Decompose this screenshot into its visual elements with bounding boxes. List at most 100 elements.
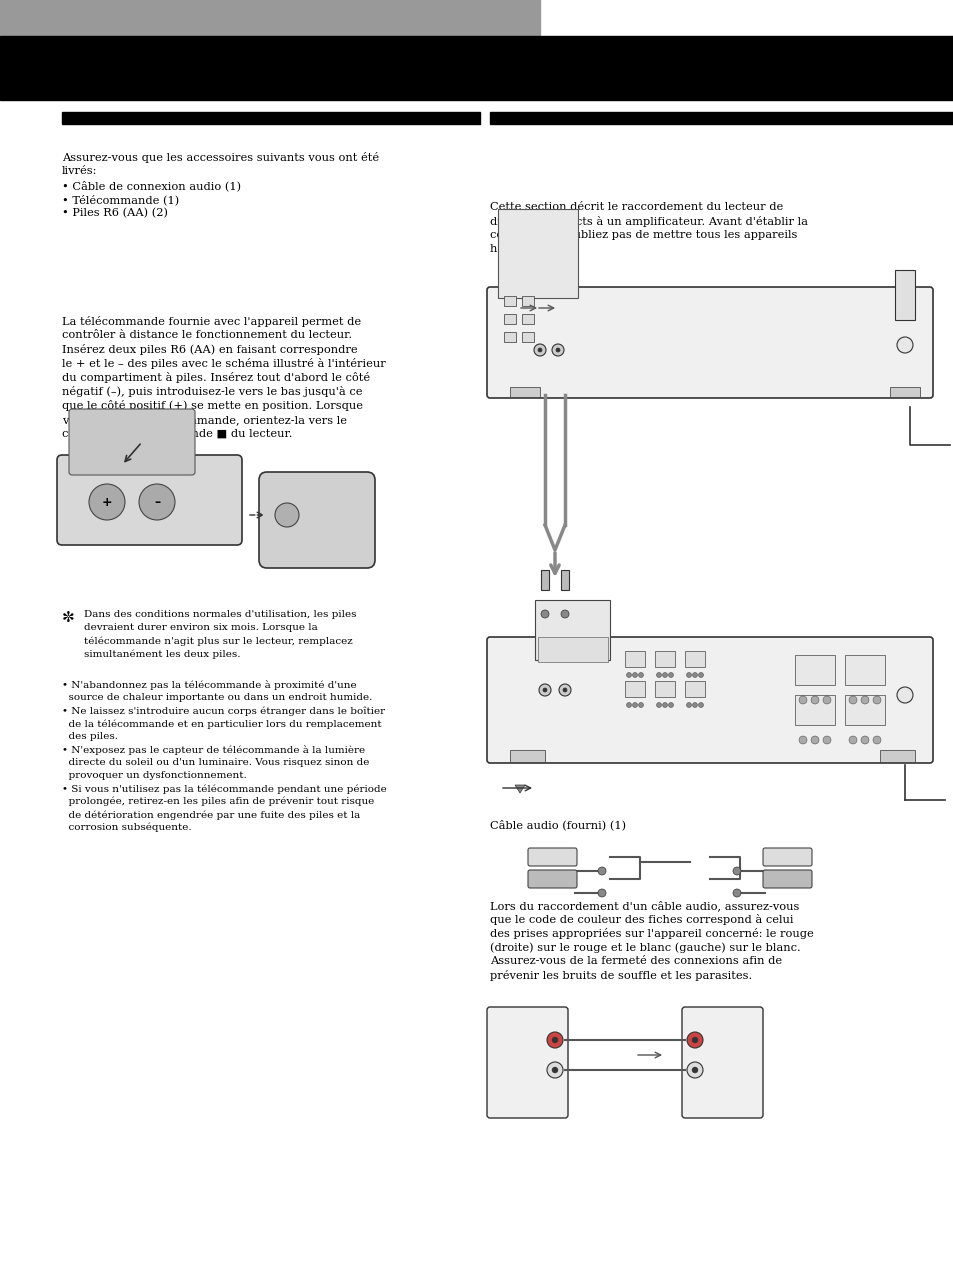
Circle shape xyxy=(89,484,125,520)
Circle shape xyxy=(698,702,702,707)
Circle shape xyxy=(692,673,697,678)
Circle shape xyxy=(638,702,643,707)
Circle shape xyxy=(552,344,563,355)
Circle shape xyxy=(552,1068,558,1073)
FancyBboxPatch shape xyxy=(762,848,811,866)
Circle shape xyxy=(872,696,880,705)
Circle shape xyxy=(556,348,559,352)
Circle shape xyxy=(732,868,740,875)
Text: prévenir les bruits de souffle et les parasites.: prévenir les bruits de souffle et les pa… xyxy=(490,970,752,981)
Bar xyxy=(0,36,953,68)
FancyBboxPatch shape xyxy=(527,848,577,866)
Circle shape xyxy=(632,673,637,678)
Text: prolongée, retirez-en les piles afin de prévenir tout risque: prolongée, retirez-en les piles afin de … xyxy=(62,798,374,806)
Text: négatif (–), puis introduisez-le vers le bas jusqu'à ce: négatif (–), puis introduisez-le vers le… xyxy=(62,386,362,397)
Text: Cette section décrit le raccordement du lecteur de: Cette section décrit le raccordement du … xyxy=(490,203,782,211)
Text: • Si vous n'utilisez pas la télécommande pendant une période: • Si vous n'utilisez pas la télécommande… xyxy=(62,784,386,794)
Circle shape xyxy=(552,1037,558,1043)
Text: vous utilisez la télécommande, orientez-la vers le: vous utilisez la télécommande, orientez-… xyxy=(62,414,347,424)
Text: (droite) sur le rouge et le blanc (gauche) sur le blanc.: (droite) sur le rouge et le blanc (gauch… xyxy=(490,941,800,953)
Text: de détérioration engendrée par une fuite des piles et la: de détérioration engendrée par une fuite… xyxy=(62,810,360,819)
Bar xyxy=(490,112,953,124)
Text: Assurez-vous que les accessoires suivants vous ont été: Assurez-vous que les accessoires suivant… xyxy=(62,152,378,163)
Text: le + et le – des piles avec le schéma illustré à l'intérieur: le + et le – des piles avec le schéma il… xyxy=(62,358,385,369)
Text: du compartiment à piles. Insérez tout d'abord le côté: du compartiment à piles. Insérez tout d'… xyxy=(62,372,370,383)
Bar xyxy=(535,600,609,660)
Circle shape xyxy=(822,696,830,705)
Circle shape xyxy=(686,673,691,678)
Circle shape xyxy=(546,1063,562,1078)
Circle shape xyxy=(598,868,605,875)
Bar xyxy=(521,313,534,324)
Circle shape xyxy=(822,736,830,744)
Circle shape xyxy=(546,1032,562,1049)
Bar xyxy=(794,655,834,685)
Circle shape xyxy=(799,696,806,705)
Bar xyxy=(503,313,516,324)
Bar xyxy=(844,655,884,685)
Text: • Piles R6 (AA) (2): • Piles R6 (AA) (2) xyxy=(62,208,168,218)
Circle shape xyxy=(896,338,912,353)
Bar xyxy=(624,651,644,668)
FancyBboxPatch shape xyxy=(527,870,577,888)
Text: hors tension.: hors tension. xyxy=(490,245,565,254)
Circle shape xyxy=(861,736,868,744)
Bar xyxy=(894,270,914,320)
Circle shape xyxy=(632,702,637,707)
Bar xyxy=(684,682,704,697)
Bar xyxy=(684,651,704,668)
Text: des piles.: des piles. xyxy=(62,733,118,741)
FancyBboxPatch shape xyxy=(486,287,932,397)
Text: source de chaleur importante ou dans un endroit humide.: source de chaleur importante ou dans un … xyxy=(62,693,372,702)
Circle shape xyxy=(810,736,818,744)
Circle shape xyxy=(274,503,298,527)
Circle shape xyxy=(691,1037,698,1043)
Bar xyxy=(503,296,516,306)
Circle shape xyxy=(626,673,631,678)
Text: +: + xyxy=(102,496,112,508)
Bar xyxy=(510,387,539,397)
Text: corrosion subséquente.: corrosion subséquente. xyxy=(62,823,192,832)
Circle shape xyxy=(562,688,566,692)
Text: • Ne laissez s'introduire aucun corps étranger dans le boîtier: • Ne laissez s'introduire aucun corps ét… xyxy=(62,706,385,716)
Circle shape xyxy=(668,702,673,707)
Bar xyxy=(560,569,568,590)
Text: provoquer un dysfonctionnement.: provoquer un dysfonctionnement. xyxy=(62,771,247,780)
Text: contrôler à distance le fonctionnement du lecteur.: contrôler à distance le fonctionnement d… xyxy=(62,330,352,340)
Text: simultanément les deux piles.: simultanément les deux piles. xyxy=(84,648,240,659)
Circle shape xyxy=(686,702,691,707)
Text: Dans des conditions normales d'utilisation, les piles: Dans des conditions normales d'utilisati… xyxy=(84,610,356,619)
Text: • N'abandonnez pas la télécommande à proximité d'une: • N'abandonnez pas la télécommande à pro… xyxy=(62,680,356,689)
Bar xyxy=(510,750,544,762)
Text: des prises appropriées sur l'appareil concerné: le rouge: des prises appropriées sur l'appareil co… xyxy=(490,927,813,939)
Text: ✼: ✼ xyxy=(62,610,74,626)
Bar xyxy=(537,637,607,662)
Circle shape xyxy=(537,348,541,352)
Bar xyxy=(0,68,953,99)
Circle shape xyxy=(656,702,660,707)
FancyBboxPatch shape xyxy=(69,409,194,475)
Bar xyxy=(655,682,675,697)
Bar xyxy=(879,750,914,762)
Bar xyxy=(794,696,834,725)
Circle shape xyxy=(692,702,697,707)
Circle shape xyxy=(538,684,551,696)
Bar xyxy=(62,112,479,124)
Circle shape xyxy=(656,673,660,678)
FancyBboxPatch shape xyxy=(762,870,811,888)
Circle shape xyxy=(626,702,631,707)
Text: Insérez deux piles R6 (AA) en faisant correspondre: Insérez deux piles R6 (AA) en faisant co… xyxy=(62,344,357,355)
Bar xyxy=(540,569,548,590)
Circle shape xyxy=(848,736,856,744)
FancyBboxPatch shape xyxy=(486,637,932,763)
Circle shape xyxy=(139,484,174,520)
Circle shape xyxy=(732,889,740,897)
Polygon shape xyxy=(515,785,524,792)
Text: Lors du raccordement d'un câble audio, assurez-vous: Lors du raccordement d'un câble audio, a… xyxy=(490,899,799,911)
Bar xyxy=(655,651,675,668)
Text: • Câble de connexion audio (1): • Câble de connexion audio (1) xyxy=(62,180,241,191)
Text: livrés:: livrés: xyxy=(62,166,97,176)
Circle shape xyxy=(540,610,548,618)
Text: • Télécommande (1): • Télécommande (1) xyxy=(62,194,179,205)
Text: télécommande n'agit plus sur le lecteur, remplacez: télécommande n'agit plus sur le lecteur,… xyxy=(84,636,353,646)
